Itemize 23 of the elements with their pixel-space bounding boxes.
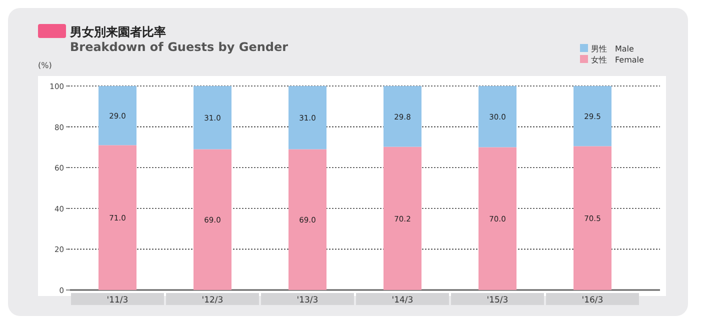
legend-label: 女性 Female [591,56,644,64]
bar [478,86,516,148]
y-axis-title: (%) [38,61,52,70]
x-tick-label: '15/3 [486,296,508,306]
bar [288,149,326,290]
bar [384,86,422,147]
x-tick-label: '13/3 [296,296,318,306]
bar [574,146,612,290]
bar [384,146,422,290]
x-tick-label: '11/3 [106,296,128,306]
x-tick-label: '12/3 [202,296,224,306]
bar [194,149,232,290]
bar [288,86,326,150]
bar [98,145,136,290]
bar [194,86,232,150]
legend-label: 男性 Male [591,44,634,54]
x-tick-label: '14/3 [392,296,414,306]
chart-subtitle: Breakdown of Guests by Gender [70,40,288,54]
chart-title: 男女別来園者比率 [69,25,166,39]
bar [478,147,516,290]
bar [574,86,612,146]
x-tick-label: '16/3 [582,296,604,306]
bar [98,86,136,146]
